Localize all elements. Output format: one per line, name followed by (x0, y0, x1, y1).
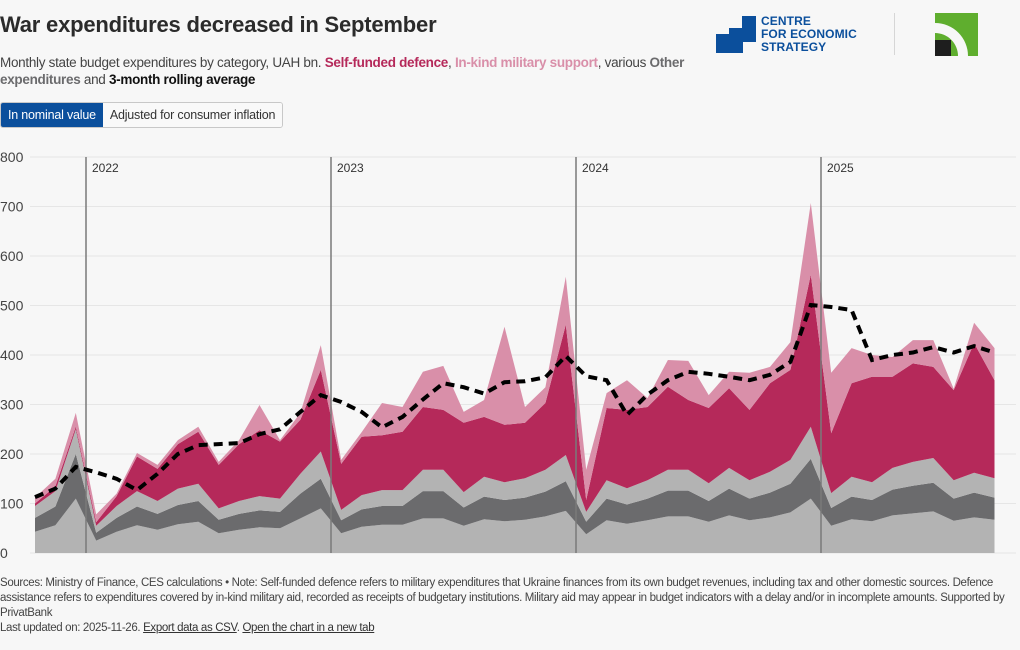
area-series (35, 203, 995, 553)
ces-logo-line: FOR ECONOMIC (761, 27, 857, 41)
y-tick-label: 600 (0, 248, 24, 264)
y-tick-label: 500 (0, 298, 24, 314)
y-tick-label: 400 (0, 347, 24, 363)
y-axis-ticks: 0 100 200 300 400 500 600 700 800 (0, 149, 24, 561)
ces-logo-icon (716, 16, 756, 53)
open-new-tab-link[interactable]: Open the chart in a new tab (242, 622, 375, 634)
ces-logo-line: CENTRE (761, 14, 811, 28)
subtitle-separator: , (448, 55, 455, 70)
chart-subtitle: Monthly state budget expenditures by cat… (0, 54, 690, 88)
chart-title: War expenditures decreased in September (0, 12, 437, 37)
privatbank-logo-icon (935, 13, 978, 56)
ces-logo-line: STRATEGY (761, 40, 827, 54)
ces-logo-text: CENTRE FOR ECONOMIC STRATEGY (761, 15, 857, 54)
y-tick-label: 0 (0, 545, 8, 561)
last-updated: Last updated on: 2025-11-26. (0, 622, 144, 634)
self-funded-defence-area (35, 274, 995, 526)
value-mode-toggle: In nominal value Adjusted for consumer i… (0, 102, 284, 128)
other-expenditures-area (35, 426, 995, 533)
footer-note: Sources: Ministry of Finance, CES calcul… (0, 577, 1005, 619)
year-marker-label: 2024 (582, 161, 609, 175)
footer: Sources: Ministry of Finance, CES calcul… (0, 576, 1018, 636)
y-tick-label: 700 (0, 199, 24, 215)
stacked-area-chart: 2022 2023 2024 2025 0 100 200 300 400 500 600 700 8… (0, 149, 1016, 561)
subtitle-separator: and (80, 72, 109, 87)
year-marker-label: 2025 (827, 161, 854, 175)
toggle-nominal-value[interactable]: In nominal value (1, 103, 103, 127)
logos: CENTRE FOR ECONOMIC STRATEGY (714, 13, 984, 57)
year-markers: 2022 2023 2024 2025 (85, 157, 854, 553)
year-marker-label: 2023 (337, 161, 364, 175)
legend-rolling-average: 3-month rolling average (108, 72, 256, 87)
y-tick-label: 100 (0, 496, 24, 512)
legend-other-expenditures: Other expenditures (0, 55, 685, 87)
year-marker-label: 2022 (92, 161, 119, 175)
subtitle-text: Monthly state budget expenditures by cat… (0, 55, 325, 70)
export-csv-link[interactable]: Export data as CSV (143, 622, 237, 634)
legend-in-kind-military-support: In-kind military support (454, 55, 598, 70)
subtitle-separator: , various (597, 55, 650, 70)
y-tick-label: 300 (0, 397, 24, 413)
other-expenditures-area (35, 454, 995, 541)
other-expenditures-area (35, 498, 995, 553)
y-tick-label: 800 (0, 149, 24, 165)
y-tick-label: 200 (0, 446, 24, 462)
logo-divider (894, 13, 895, 55)
legend-self-funded-defence: Self-funded defence (324, 55, 449, 70)
footer-separator: . (236, 622, 243, 634)
toggle-inflation-adjusted[interactable]: Adjusted for consumer inflation (102, 103, 283, 127)
